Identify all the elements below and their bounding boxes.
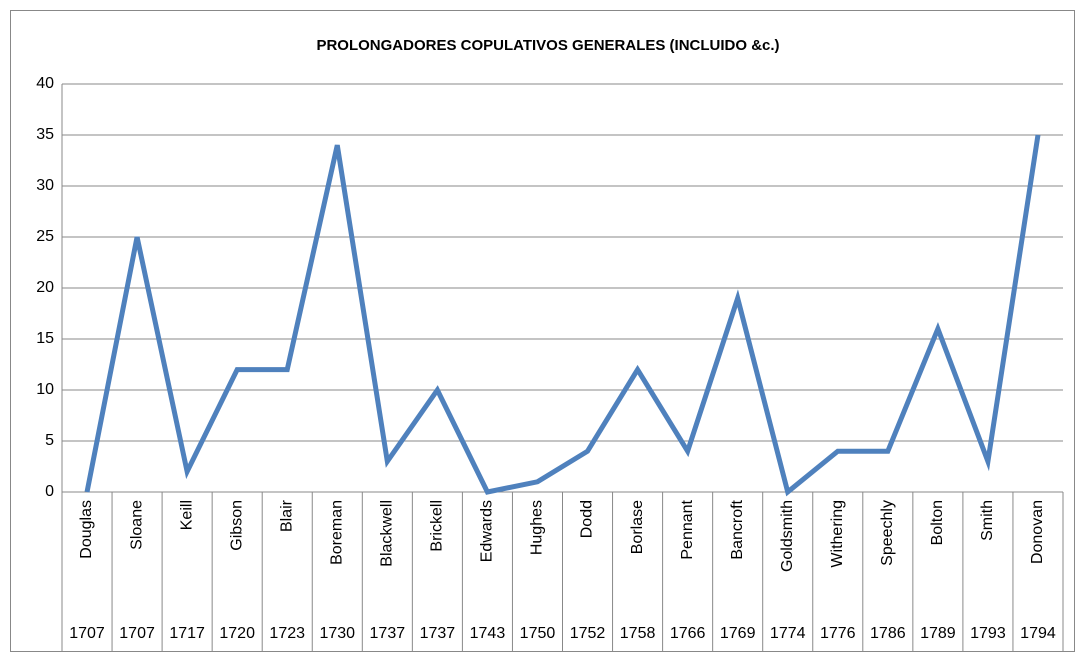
year-label: 1786 — [870, 625, 906, 642]
year-label: 1707 — [69, 625, 105, 642]
x-tick-label: Brickell — [429, 500, 446, 552]
y-tick-label: 25 — [36, 228, 54, 245]
x-tick-label: Dodd — [579, 500, 596, 538]
x-tick-label: Boreman — [328, 500, 345, 565]
year-label: 1793 — [970, 625, 1006, 642]
year-label: 1769 — [720, 625, 756, 642]
x-tick-label: Borlase — [629, 500, 646, 554]
y-tick-label: 5 — [45, 432, 54, 449]
x-tick-label: Keill — [178, 500, 195, 530]
x-tick-label: Hughes — [529, 500, 546, 555]
x-tick-label: Sloane — [128, 500, 145, 550]
year-label: 1774 — [770, 625, 806, 642]
y-tick-label: 35 — [36, 126, 54, 143]
year-label: 1730 — [319, 625, 355, 642]
year-label: 1750 — [520, 625, 556, 642]
year-label: 1758 — [620, 625, 656, 642]
year-label: 1766 — [670, 625, 706, 642]
x-tick-label: Withering — [829, 500, 846, 568]
y-tick-label: 0 — [45, 483, 54, 500]
x-tick-label: Bancroft — [729, 499, 746, 559]
x-tick-label: Speechly — [879, 500, 896, 566]
year-label: 1737 — [420, 625, 456, 642]
year-label: 1707 — [119, 625, 155, 642]
x-tick-label: Pennant — [679, 499, 696, 559]
x-tick-label: Gibson — [228, 500, 245, 551]
y-tick-label: 20 — [36, 279, 54, 296]
year-label: 1737 — [370, 625, 406, 642]
year-label: 1794 — [1020, 625, 1056, 642]
x-tick-label: Smith — [979, 500, 996, 541]
year-label: 1717 — [169, 625, 205, 642]
chart-title: PROLONGADORES COPULATIVOS GENERALES (INC… — [316, 37, 779, 54]
x-tick-label: Donovan — [1029, 500, 1046, 564]
year-label: 1723 — [269, 625, 305, 642]
y-tick-label: 10 — [36, 381, 54, 398]
x-tick-label: Bolton — [929, 500, 946, 545]
x-tick-label: Goldsmith — [779, 500, 796, 572]
year-label: 1743 — [470, 625, 506, 642]
year-label: 1752 — [570, 625, 606, 642]
x-tick-label: Blair — [278, 499, 295, 532]
year-label: 1789 — [920, 625, 956, 642]
year-label: 1720 — [219, 625, 255, 642]
y-tick-label: 40 — [36, 75, 54, 92]
year-label: 1776 — [820, 625, 856, 642]
x-tick-label: Douglas — [78, 500, 95, 559]
chart-border — [10, 10, 1075, 652]
x-tick-label: Edwards — [479, 500, 496, 562]
x-tick-label: Blackwell — [379, 500, 396, 567]
y-tick-label: 15 — [36, 330, 54, 347]
y-tick-label: 30 — [36, 177, 54, 194]
data-line — [84, 134, 1041, 497]
